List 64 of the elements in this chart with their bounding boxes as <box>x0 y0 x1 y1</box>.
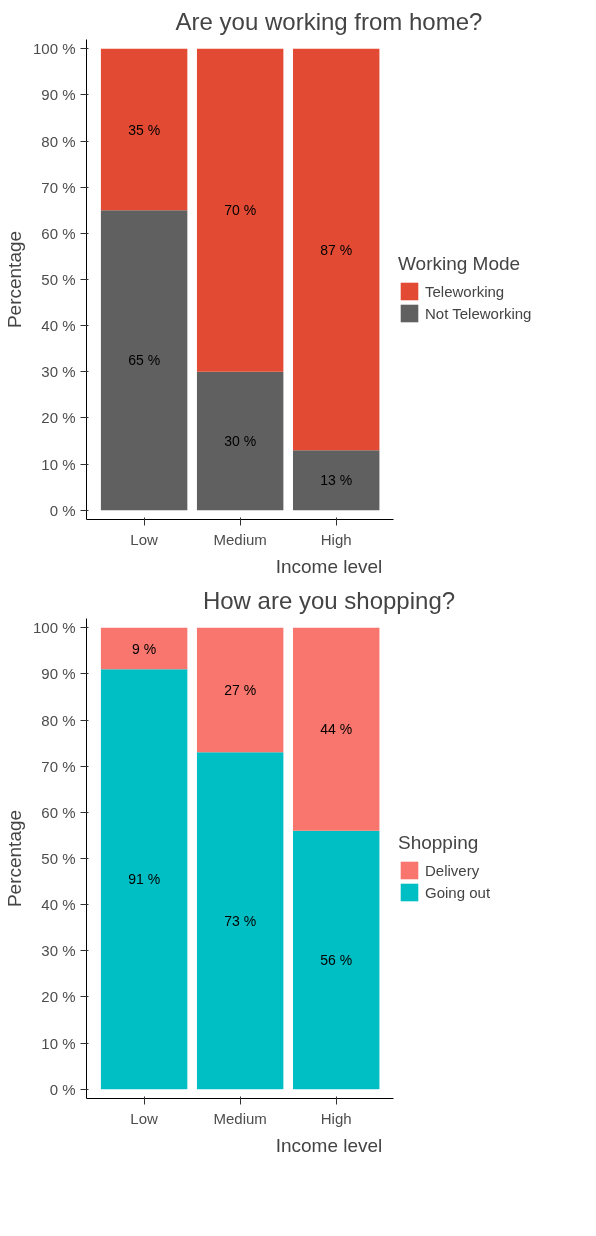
bar <box>196 371 284 511</box>
bar <box>196 752 284 1090</box>
bar <box>100 627 188 670</box>
y-tick-label: 30 % <box>41 942 76 960</box>
data-label: 73 % <box>224 912 257 929</box>
bar <box>100 48 188 211</box>
y-tick-label: 40 % <box>41 896 76 914</box>
data-label: 13 % <box>320 472 353 489</box>
chart-title: How are you shopping? <box>202 586 456 614</box>
y-axis-title: Percentage <box>3 809 25 908</box>
x-tick-label: High <box>320 530 352 548</box>
legend-title: Working Mode <box>398 253 522 275</box>
y-tick-label: 50 % <box>41 850 76 867</box>
data-label: 44 % <box>320 721 353 738</box>
y-tick-label: 30 % <box>41 363 76 381</box>
y-tick-label: 70 % <box>41 178 76 196</box>
legend-label: Teleworking <box>425 282 505 300</box>
data-label: 87 % <box>320 241 353 258</box>
y-tick-label: 100 % <box>32 619 76 637</box>
y-tick-label: 0 % <box>49 501 76 519</box>
bar <box>292 627 380 831</box>
y-tick-label: 10 % <box>41 1034 76 1052</box>
y-tick-label: 80 % <box>41 711 76 729</box>
bar <box>292 48 380 451</box>
x-tick-label: Medium <box>213 530 267 548</box>
y-tick-label: 80 % <box>41 132 76 150</box>
x-axis-title: Income level <box>275 555 383 577</box>
y-tick-label: 20 % <box>41 409 76 427</box>
x-axis-title: Income level <box>275 1134 383 1156</box>
data-label: 56 % <box>320 952 353 969</box>
y-tick-label: 40 % <box>41 317 76 335</box>
y-axis-title: Percentage <box>3 230 25 329</box>
y-tick-label: 100 % <box>32 40 76 58</box>
y-tick-label: 70 % <box>41 757 76 775</box>
y-tick-label: 50 % <box>41 271 76 288</box>
bar <box>292 450 380 511</box>
data-label: 35 % <box>128 121 161 138</box>
x-tick-label: Medium <box>213 1109 267 1127</box>
bar <box>100 669 188 1090</box>
y-tick-label: 10 % <box>41 455 76 473</box>
y-tick-label: 20 % <box>41 988 76 1006</box>
data-label: 9 % <box>132 640 157 657</box>
bar <box>196 627 284 753</box>
y-tick-label: 90 % <box>41 665 76 683</box>
data-label: 65 % <box>128 352 161 369</box>
y-tick-label: 60 % <box>41 224 76 242</box>
x-tick-label: High <box>320 1109 352 1127</box>
x-tick-label: Low <box>130 1109 159 1127</box>
data-label: 70 % <box>224 202 257 219</box>
legend-label: Delivery <box>425 861 480 879</box>
y-tick-label: 60 % <box>41 803 76 821</box>
x-tick-label: Low <box>130 530 159 548</box>
legend-label: Going out <box>425 883 491 901</box>
data-label: 27 % <box>224 682 257 699</box>
data-label: 91 % <box>128 871 161 888</box>
y-tick-label: 90 % <box>41 86 76 104</box>
bar <box>292 830 380 1090</box>
chart-title: Are you working from home? <box>175 7 483 35</box>
bar <box>100 210 188 511</box>
y-tick-label: 0 % <box>49 1080 76 1098</box>
data-label: 30 % <box>224 433 257 450</box>
bar <box>196 48 284 372</box>
legend-label: Not Teleworking <box>425 304 532 322</box>
legend-title: Shopping <box>398 832 480 854</box>
